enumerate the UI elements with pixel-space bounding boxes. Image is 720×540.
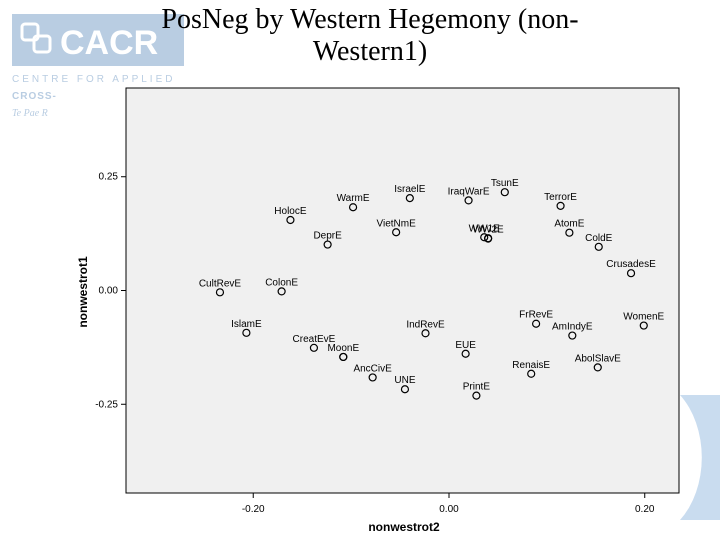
data-point <box>556 201 565 210</box>
point-label: VietNmE <box>376 218 416 229</box>
point-label: AtomE <box>554 219 584 230</box>
y-axis-title: nonwestrot1 <box>76 256 90 328</box>
point-label: IsraelE <box>394 184 425 195</box>
data-point <box>500 188 509 197</box>
point-label: AbolSlavE <box>575 353 621 364</box>
point-label: WarmE <box>337 193 370 204</box>
point-label: WW2E <box>473 225 504 236</box>
point-label: CrusadesE <box>606 259 656 270</box>
data-point <box>568 331 577 340</box>
plot-area <box>125 87 680 494</box>
cacr-logo: CACR CENTRE FOR APPLIED CROSS- Te Pae R <box>12 14 184 119</box>
data-point <box>464 196 473 205</box>
y-tick-label: 0.25 <box>99 172 119 183</box>
point-label: IndRevE <box>406 319 445 330</box>
point-label: UNE <box>394 375 415 386</box>
y-tick-label: 0.00 <box>99 286 119 297</box>
x-tick-label: 0.20 <box>635 504 655 515</box>
data-point <box>565 228 574 237</box>
data-point <box>400 385 410 394</box>
data-point <box>594 242 603 251</box>
x-tick-label: -0.20 <box>242 504 265 515</box>
data-point <box>626 269 636 278</box>
point-label: MoonE <box>327 343 359 354</box>
point-label: TsunE <box>491 178 519 189</box>
point-label: EUE <box>455 340 476 351</box>
logo-line-2: CROSS- <box>12 91 57 102</box>
data-point <box>421 329 430 338</box>
x-axis-title: nonwestrot2 <box>368 520 440 534</box>
data-points: TsunE IsraelE TerrorE WarmE IraqWarE HolocE Vi… <box>199 178 665 400</box>
data-point <box>484 234 493 243</box>
point-label: TerrorE <box>544 192 577 203</box>
data-point <box>242 328 251 337</box>
point-label: IraqWarE <box>448 186 490 197</box>
point-label: WomenE <box>623 312 664 323</box>
data-point <box>593 363 602 372</box>
data-point <box>639 321 648 330</box>
x-tick-label: 0.00 <box>439 504 459 515</box>
point-label: DeprE <box>313 231 342 242</box>
data-point <box>323 240 332 249</box>
y-tick-label: -0.25 <box>95 399 118 410</box>
data-point <box>405 194 414 203</box>
point-label: AncCivE <box>353 363 392 374</box>
data-point <box>480 233 489 242</box>
data-point <box>286 215 295 225</box>
data-point <box>348 203 358 212</box>
logo-line-1: CENTRE FOR APPLIED <box>12 74 175 85</box>
logo-text: CACR <box>60 24 158 62</box>
data-point <box>461 349 470 358</box>
data-point <box>215 288 225 297</box>
logo-mark-icon <box>20 22 52 54</box>
data-point <box>532 319 541 328</box>
point-label: FrRevE <box>519 310 553 321</box>
point-label: AmIndyE <box>552 322 593 333</box>
axis-ticks: -0.20 0.00 0.20 0.25 0.00 -0.25 <box>95 172 655 515</box>
data-point <box>472 391 481 400</box>
data-point <box>527 369 536 378</box>
logo-line-3: Te Pae R <box>12 108 48 119</box>
point-label: PrintE <box>463 382 491 393</box>
point-label: RenaisE <box>512 360 550 371</box>
point-label: HolocE <box>274 206 307 217</box>
data-point <box>392 228 401 237</box>
point-label: WW1E <box>469 223 500 234</box>
logo-banner <box>12 14 184 66</box>
data-point <box>277 287 286 296</box>
point-label: ColonE <box>265 277 298 288</box>
point-label: ColdE <box>585 233 613 244</box>
point-label: CultRevE <box>199 278 242 289</box>
data-point <box>368 373 377 382</box>
point-label: IslamE <box>231 319 262 330</box>
decorative-globe-shape <box>680 395 720 520</box>
point-label: CreatEvE <box>293 334 336 345</box>
slide-title: PosNeg by Western Hegemony (non-Western1… <box>161 4 579 67</box>
data-point <box>309 343 319 352</box>
data-point <box>339 352 348 362</box>
